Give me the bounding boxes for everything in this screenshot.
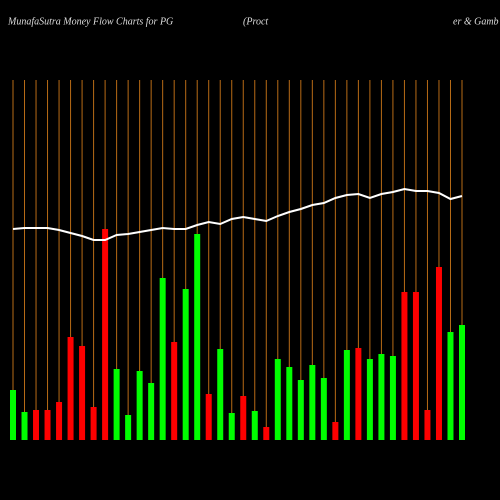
bar xyxy=(366,359,373,440)
bar xyxy=(286,367,293,440)
bar xyxy=(79,346,86,440)
bar xyxy=(240,396,247,440)
bar xyxy=(171,342,178,440)
bar xyxy=(182,289,189,440)
bar xyxy=(125,415,132,440)
bar xyxy=(355,348,362,440)
bar xyxy=(33,410,40,440)
bar xyxy=(21,412,28,440)
bar xyxy=(424,410,431,440)
bar xyxy=(389,356,396,440)
bar xyxy=(102,229,109,440)
bar xyxy=(205,394,212,440)
bar xyxy=(159,278,166,440)
chart-title: MunafaSutra Money Flow Charts for PG xyxy=(7,16,173,27)
bar xyxy=(263,427,270,440)
bar xyxy=(113,369,120,440)
bar xyxy=(412,292,419,440)
price-line xyxy=(12,187,463,241)
bar xyxy=(447,332,454,440)
bar xyxy=(251,411,258,440)
bar xyxy=(274,359,281,440)
bar xyxy=(435,267,442,440)
bar xyxy=(148,383,155,440)
bar xyxy=(378,354,385,440)
bar xyxy=(401,292,408,440)
bar xyxy=(228,413,235,440)
bar xyxy=(44,410,51,440)
bar xyxy=(217,349,224,440)
bar xyxy=(90,407,97,440)
chart-subtitle: (Proct xyxy=(243,16,268,27)
bar xyxy=(56,402,63,440)
bar xyxy=(459,325,465,440)
bar xyxy=(309,365,316,440)
bar xyxy=(194,234,201,440)
bar xyxy=(136,371,143,440)
bar xyxy=(320,378,327,440)
chart-subtitle: er & Gamb xyxy=(453,16,499,27)
bar xyxy=(10,390,16,440)
bar xyxy=(297,380,304,440)
bar xyxy=(67,337,74,440)
bar xyxy=(332,422,339,440)
bar xyxy=(343,350,350,440)
